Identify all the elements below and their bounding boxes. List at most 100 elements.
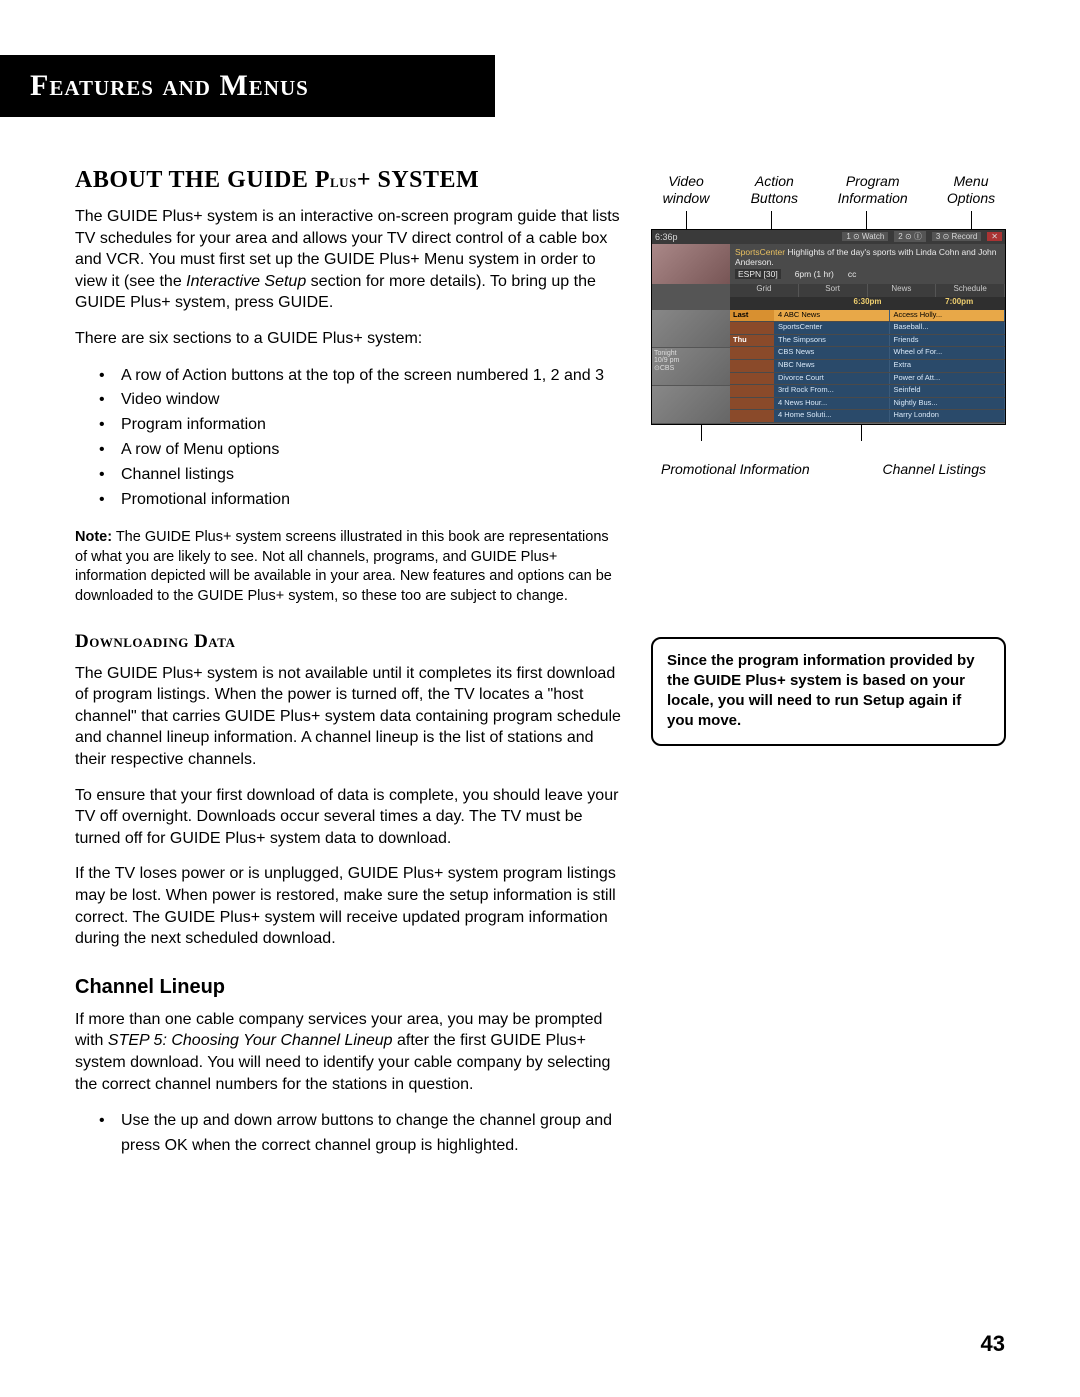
listing-prog-a: 4 ABC News <box>774 310 890 322</box>
label-program-info: Program Information <box>828 173 918 207</box>
listing-row: CBS NewsWheel of For... <box>730 347 1005 360</box>
about-heading-part2: lus <box>330 171 357 192</box>
listing-prog-b: Harry London <box>890 410 1006 422</box>
listing-prog-b: Friends <box>890 335 1006 347</box>
diagram-bottom-lines <box>651 425 1006 441</box>
listing-ch <box>730 360 774 372</box>
listing-ch: Last <box>730 310 774 322</box>
menu-item: Sort <box>799 284 868 297</box>
listing-row: ThuThe SimpsonsFriends <box>730 335 1005 348</box>
guide-body: Tonight 10/9 pm ⊙CBS Last4 ABC NewsAcces… <box>652 310 1005 424</box>
listing-row: 4 Home Soluti...Harry London <box>730 410 1005 423</box>
listing-ch <box>730 373 774 385</box>
listing-prog-b: Power of Att... <box>890 373 1006 385</box>
locale-callout: Since the program information provided b… <box>651 637 1006 746</box>
about-heading-part1: ABOUT THE GUIDE P <box>75 167 330 193</box>
listing-prog-b: Nightly Bus... <box>890 398 1006 410</box>
about-para2: There are six sections to a GUIDE Plus+ … <box>75 328 623 350</box>
listing-prog-a: CBS News <box>774 347 890 359</box>
info-channel: ESPN [30] <box>735 269 781 279</box>
guide-top-row: 6:36p 1 ⊙ Watch 2 ⊙ Ⓘ 3 ⊙ Record ✕ <box>652 230 1005 244</box>
listing-row: Divorce CourtPower of Att... <box>730 373 1005 386</box>
list-item: A row of Action buttons at the top of th… <box>99 364 623 389</box>
downloading-p1: The GUIDE Plus+ system is not available … <box>75 663 623 771</box>
listing-prog-b: Access Holly... <box>890 310 1006 322</box>
label-video-window: Video window <box>651 173 721 207</box>
listing-prog-b: Extra <box>890 360 1006 372</box>
listing-ch <box>730 385 774 397</box>
about-para1: The GUIDE Plus+ system is an interactive… <box>75 206 623 314</box>
promo-spacer <box>652 284 730 310</box>
listing-row: Last4 ABC NewsAccess Holly... <box>730 310 1005 323</box>
action-chip: 1 ⊙ Watch <box>842 232 888 241</box>
listing-ch <box>730 322 774 334</box>
promo-slot <box>652 386 730 424</box>
listing-prog-a: The Simpsons <box>774 335 890 347</box>
promo-slot <box>652 310 730 348</box>
about-note: Note: The GUIDE Plus+ system screens ill… <box>75 528 623 606</box>
list-item: Promotional information <box>99 488 623 513</box>
info-cc: cc <box>848 269 857 279</box>
label-promotional: Promotional Information <box>661 461 810 477</box>
diagram-top-lines <box>651 211 1006 229</box>
menu-item: Grid <box>730 284 799 297</box>
listing-row: 4 News Hour...Nightly Bus... <box>730 398 1005 411</box>
about-para1-italic: Interactive Setup <box>186 273 306 290</box>
action-chip: 3 ⊙ Record <box>932 232 981 241</box>
listing-ch <box>730 410 774 422</box>
list-item: Use the up and down arrow buttons to cha… <box>99 1109 623 1159</box>
action-chip: 2 ⊙ Ⓘ <box>894 231 926 242</box>
listing-prog-a: 4 Home Soluti... <box>774 410 890 422</box>
info-title: SportsCenter <box>735 247 787 257</box>
diagram-bottom-labels: Promotional Information Channel Listings <box>651 461 1006 477</box>
page-number: 43 <box>981 1331 1005 1357</box>
diagram-top-labels: Video window Action Buttons Program Info… <box>651 173 1006 207</box>
promo-slot: Tonight 10/9 pm ⊙CBS <box>652 348 730 386</box>
info-time: 6pm (1 hr) <box>795 269 834 279</box>
listing-prog-a: 4 News Hour... <box>774 398 890 410</box>
listing-ch <box>730 347 774 359</box>
listing-prog-b: Baseball... <box>890 322 1006 334</box>
listing-row: 3rd Rock From...Seinfeld <box>730 385 1005 398</box>
listing-row: SportsCenterBaseball... <box>730 322 1005 335</box>
listings-column: Last4 ABC NewsAccess Holly...SportsCente… <box>730 310 1005 424</box>
listing-ch <box>730 398 774 410</box>
listing-prog-a: Divorce Court <box>774 373 890 385</box>
time-col <box>730 297 822 310</box>
note-body: The GUIDE Plus+ system screens illustrat… <box>75 529 612 604</box>
guide-menu-row: Grid Sort News Schedule <box>730 284 1005 297</box>
listing-prog-b: Seinfeld <box>890 385 1006 397</box>
menu-item: News <box>868 284 937 297</box>
listing-prog-b: Wheel of For... <box>890 347 1006 359</box>
downloading-heading: Downloading Data <box>75 631 623 653</box>
guide-time-row: 6:30pm 7:00pm <box>730 297 1005 310</box>
guide-time: 6:36p <box>655 232 678 242</box>
header-bar: Features and Menus <box>0 55 495 117</box>
page-title: Features and Menus <box>30 69 475 103</box>
listing-prog-a: SportsCenter <box>774 322 890 334</box>
program-info-area: SportsCenter Highlights of the day's spo… <box>730 244 1005 284</box>
video-window-thumb <box>652 244 730 284</box>
diagram-column: Video window Action Buttons Program Info… <box>651 167 1006 1175</box>
channel-lineup-bullets: Use the up and down arrow buttons to cha… <box>99 1109 623 1159</box>
list-item: Video window <box>99 388 623 413</box>
channel-lineup-heading: Channel Lineup <box>75 976 623 999</box>
label-menu-options: Menu Options <box>936 173 1006 207</box>
list-item: Program information <box>99 413 623 438</box>
channel-lineup-p1: If more than one cable company services … <box>75 1009 623 1095</box>
label-channel-listings: Channel Listings <box>882 461 986 477</box>
listing-ch: Thu <box>730 335 774 347</box>
downloading-p3: If the TV loses power or is unplugged, G… <box>75 863 623 949</box>
label-action-buttons: Action Buttons <box>739 173 809 207</box>
listing-prog-a: NBC News <box>774 360 890 372</box>
time-col: 6:30pm <box>822 297 914 310</box>
about-heading-part3: + SYSTEM <box>357 167 479 193</box>
main-text-column: ABOUT THE GUIDE Plus+ SYSTEM The GUIDE P… <box>75 167 623 1175</box>
note-label: Note: <box>75 529 112 545</box>
list-item: Channel listings <box>99 463 623 488</box>
listing-row: NBC NewsExtra <box>730 360 1005 373</box>
time-col: 7:00pm <box>913 297 1005 310</box>
guide-screenshot: 6:36p 1 ⊙ Watch 2 ⊙ Ⓘ 3 ⊙ Record ✕ Sport… <box>651 229 1006 425</box>
downloading-p2: To ensure that your first download of da… <box>75 785 623 850</box>
about-heading: ABOUT THE GUIDE Plus+ SYSTEM <box>75 167 623 194</box>
